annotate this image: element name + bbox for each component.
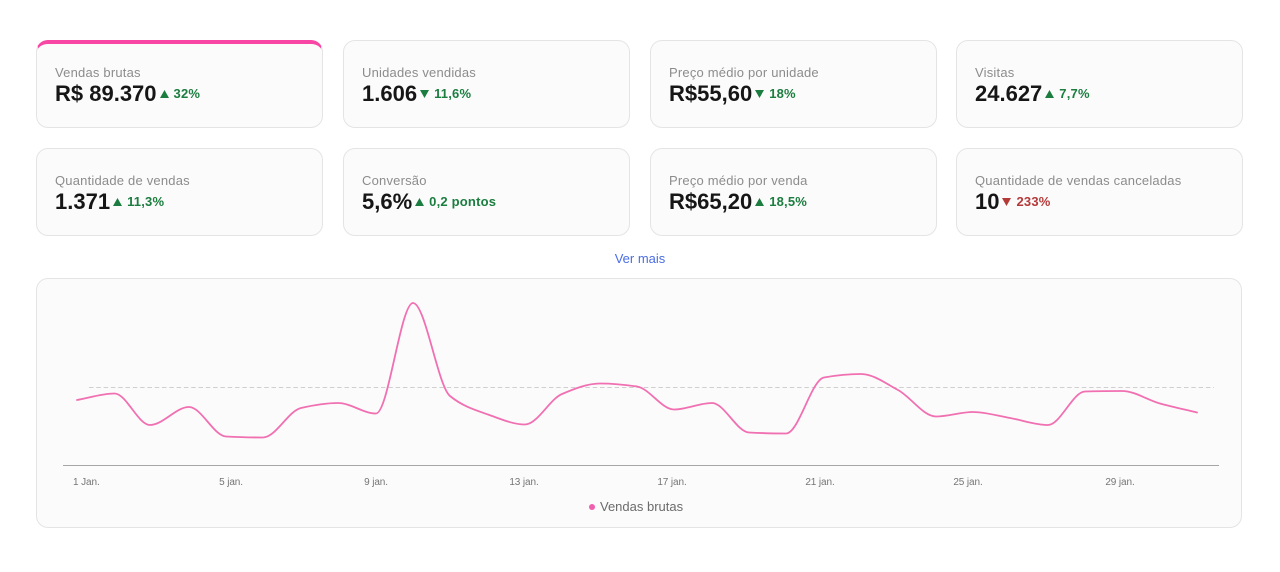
svg-text:9 jan.: 9 jan. [364, 477, 388, 488]
svg-text:25 jan.: 25 jan. [953, 477, 982, 488]
svg-text:1 Jan.: 1 Jan. [73, 477, 100, 488]
svg-text:21 jan.: 21 jan. [805, 477, 834, 488]
svg-text:29 jan.: 29 jan. [1105, 477, 1134, 488]
svg-text:17 jan.: 17 jan. [657, 477, 686, 488]
svg-text:Vendas brutas: Vendas brutas [600, 499, 684, 514]
svg-text:5 jan.: 5 jan. [219, 477, 243, 488]
svg-text:13 jan.: 13 jan. [509, 477, 538, 488]
